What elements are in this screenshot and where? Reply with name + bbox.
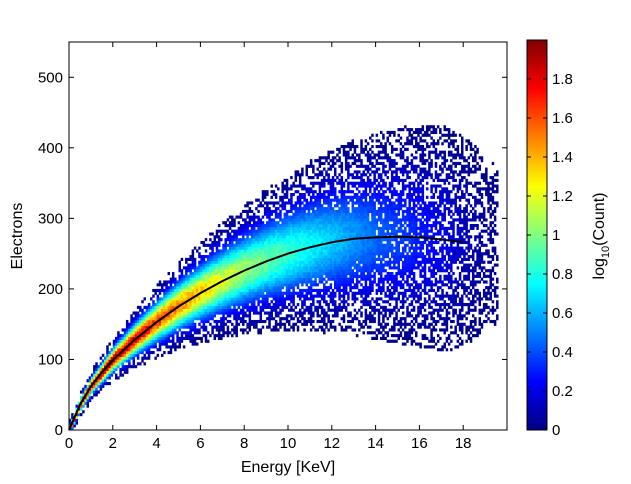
colorbar-tick-label: 0.2 (552, 383, 573, 400)
x-tick-label: 2 (109, 435, 117, 452)
x-tick-label: 18 (455, 435, 472, 452)
colorbar-tick-label: 1 (552, 227, 560, 244)
colorbar-label-subscript: 10 (600, 246, 612, 258)
x-tick-label: 6 (196, 435, 204, 452)
density-heatmap (69, 125, 499, 430)
y-tick-label: 200 (38, 281, 63, 298)
colorbar-ticks: 0 0.2 0.4 0.6 0.8 1 1.2 1.4 1.6 1.8 (527, 71, 573, 439)
colorbar-tick-label: 0.4 (552, 344, 573, 361)
y-axis-label: Electrons (9, 203, 26, 270)
y-tick-label: 400 (38, 140, 63, 157)
x-tick-label: 0 (65, 435, 73, 452)
y-tick-label: 0 (55, 422, 63, 439)
colorbar-tick-label: 1.8 (552, 71, 573, 88)
x-axis-label: Energy [KeV] (241, 459, 335, 476)
x-tick-label: 4 (152, 435, 160, 452)
y-tick-label: 100 (38, 351, 63, 368)
x-tick-label: 8 (240, 435, 248, 452)
y-tick-label: 500 (38, 69, 63, 86)
y-tick-label: 300 (38, 210, 63, 227)
colorbar-label: log10(Count) (591, 193, 612, 280)
colorbar-tick-label: 0 (552, 422, 560, 439)
colorbar-label-count: (Count) (591, 193, 608, 246)
colorbar-tick-label: 0.6 (552, 305, 573, 322)
y-axis: 0 100 200 300 400 500 (38, 69, 507, 439)
x-tick-label: 12 (323, 435, 340, 452)
colorbar-label-log: log (591, 258, 608, 279)
x-tick-label: 14 (367, 435, 384, 452)
x-tick-label: 10 (280, 435, 297, 452)
colorbar-tick-label: 1.4 (552, 149, 573, 166)
colorbar-tick-label: 1.6 (552, 110, 573, 127)
x-axis: 0 2 4 6 8 10 12 14 16 18 (65, 42, 472, 452)
colorbar-tick-label: 1.2 (552, 188, 573, 205)
x-tick-label: 16 (411, 435, 428, 452)
colorbar-tick-label: 0.8 (552, 266, 573, 283)
fit-curve (68, 235, 464, 431)
